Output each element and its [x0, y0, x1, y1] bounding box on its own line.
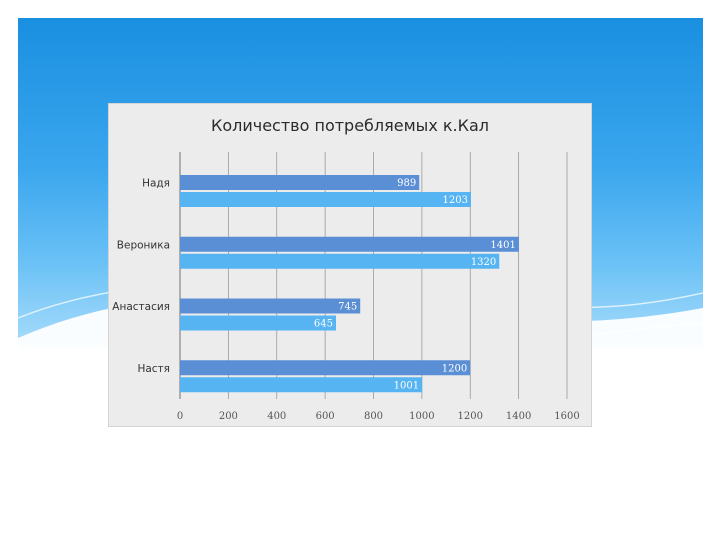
data-label: 1203 — [443, 195, 468, 206]
chart-panel: Количество потребляемых к.Кал 0 200 400 600… — [108, 103, 592, 427]
data-label: 1401 — [490, 240, 515, 251]
x-tick-label: 400 — [267, 411, 286, 422]
category-label: Настя — [137, 363, 170, 375]
x-tick-label: 1400 — [506, 411, 531, 422]
category-label: Надя — [142, 178, 170, 190]
data-label: 1001 — [394, 380, 419, 391]
bar — [180, 192, 471, 207]
data-label: 1320 — [471, 257, 496, 268]
bar — [180, 253, 500, 269]
category-label: Вероника — [117, 239, 170, 251]
chart-title: Количество потребляемых к.Кал — [210, 116, 490, 135]
x-tick-label: 1000 — [409, 411, 434, 422]
bar — [180, 298, 361, 314]
x-tick-label: 200 — [219, 411, 238, 422]
x-tick-label: 0 — [177, 411, 183, 422]
category-label: Анастасия — [112, 301, 170, 313]
x-tick-label: 600 — [316, 411, 335, 422]
bar — [180, 315, 337, 331]
bar — [180, 236, 519, 252]
bar-chart: 0 200 400 600 800 1000 1200 1400 1600 Надя 989 1203… — [112, 152, 580, 422]
bar — [180, 360, 471, 376]
bar — [180, 377, 423, 393]
x-tick-label: 1200 — [458, 411, 483, 422]
x-tick-label: 800 — [364, 411, 383, 422]
x-tick-label: 1600 — [554, 411, 579, 422]
bar — [180, 175, 420, 190]
data-label: 745 — [338, 302, 357, 313]
data-label: 1200 — [442, 363, 467, 374]
data-label: 989 — [397, 178, 416, 189]
data-label: 645 — [314, 319, 333, 330]
